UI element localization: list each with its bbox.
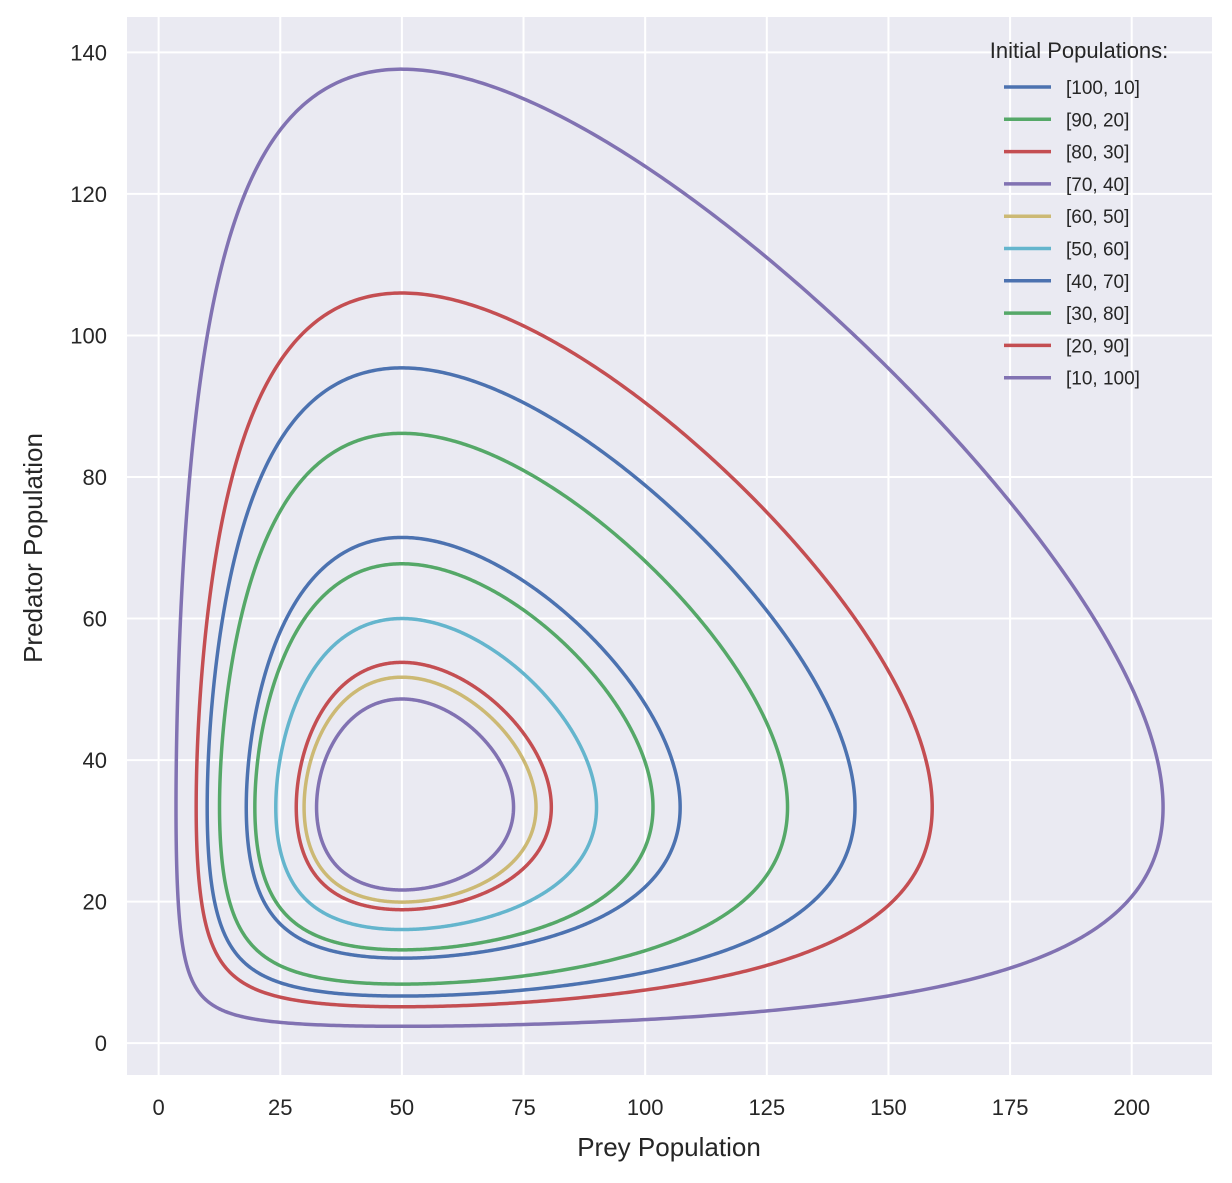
orbit-4	[314, 697, 516, 892]
x-tick-label: 75	[511, 1095, 535, 1120]
y-tick-label: 100	[70, 323, 107, 348]
x-tick-label: 0	[153, 1095, 165, 1120]
orbit-2	[253, 562, 655, 952]
y-tick-label: 60	[83, 607, 107, 632]
orbit-5	[302, 675, 538, 904]
y-tick-label: 80	[83, 465, 107, 490]
x-tick-label: 200	[1113, 1095, 1150, 1120]
legend-label: [40, 70]	[1066, 272, 1129, 293]
y-tick-label: 40	[83, 748, 107, 773]
grid	[127, 17, 1212, 1075]
x-tick-label: 175	[992, 1095, 1029, 1120]
x-tick-label: 25	[268, 1095, 292, 1120]
y-tick-labels: 0 20 40 60 80 100 120 140	[70, 40, 107, 1056]
x-tick-label: 150	[870, 1095, 907, 1120]
orbit-9	[194, 291, 934, 1009]
x-axis-title: Prey Population	[577, 1132, 761, 1162]
x-tick-label: 125	[748, 1095, 785, 1120]
y-axis-title: Predator Population	[18, 433, 48, 663]
legend-label: [50, 60]	[1066, 240, 1129, 261]
legend-label: [100, 10]	[1066, 78, 1140, 99]
legend-items: [100, 10] [90, 20] [80, 30] [70, 40] [60, 50…	[1004, 78, 1140, 390]
x-tick-labels: 0 25 50 75 100 125 150 175 200	[153, 1095, 1151, 1120]
orbit-10	[174, 67, 1165, 1029]
y-tick-label: 140	[70, 40, 107, 65]
y-tick-label: 120	[70, 182, 107, 207]
legend-label: [70, 40]	[1066, 175, 1129, 196]
y-tick-label: 0	[95, 1031, 107, 1056]
y-tick-label: 20	[83, 890, 107, 915]
x-tick-label: 50	[390, 1095, 414, 1120]
legend-label: [10, 100]	[1066, 369, 1140, 390]
legend-label: [60, 50]	[1066, 207, 1129, 228]
orbit-3	[294, 660, 554, 912]
legend: Initial Populations: [100, 10] [90, 20] [8…	[990, 38, 1169, 390]
legend-label: [30, 80]	[1066, 304, 1129, 325]
legend-label: [20, 90]	[1066, 336, 1129, 357]
orbit-curves	[174, 67, 1165, 1029]
orbit-1	[205, 366, 857, 998]
x-tick-label: 100	[627, 1095, 664, 1120]
legend-label: [80, 30]	[1066, 143, 1129, 164]
orbit-6	[274, 616, 599, 932]
orbit-7	[244, 535, 682, 960]
legend-label: [90, 20]	[1066, 110, 1129, 131]
orbit-8	[217, 431, 790, 986]
legend-title: Initial Populations:	[990, 38, 1169, 63]
